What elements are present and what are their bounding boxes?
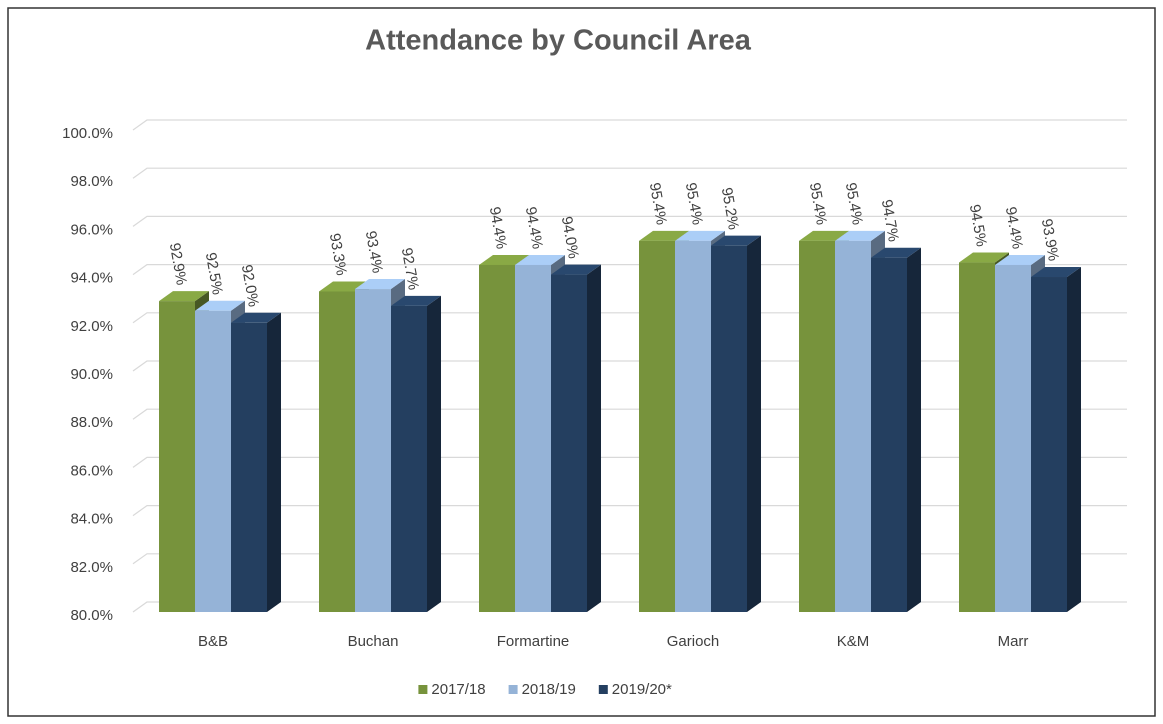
y-tick-label: 84.0% bbox=[70, 511, 113, 528]
grid-line bbox=[132, 215, 1127, 227]
y-tick-label: 98.0% bbox=[70, 173, 113, 190]
bar-top bbox=[159, 291, 209, 302]
bar-top bbox=[1031, 267, 1081, 278]
y-tick-label: 94.0% bbox=[70, 270, 113, 287]
bar bbox=[355, 289, 391, 612]
bar bbox=[195, 310, 231, 612]
bar-top bbox=[799, 230, 849, 241]
bar bbox=[515, 264, 551, 612]
bar bbox=[1031, 277, 1067, 612]
bar-top bbox=[675, 230, 725, 241]
y-tick-label: 90.0% bbox=[70, 366, 113, 383]
bar-side bbox=[427, 295, 441, 612]
bar-top bbox=[355, 279, 405, 290]
x-tick-label: K&M bbox=[837, 633, 870, 650]
bar bbox=[871, 257, 907, 612]
bar bbox=[799, 240, 835, 613]
bar-side bbox=[1067, 267, 1081, 612]
bar bbox=[959, 262, 995, 612]
bar-side bbox=[747, 235, 761, 612]
legend-swatch bbox=[418, 685, 428, 694]
bar bbox=[319, 291, 355, 612]
bar bbox=[835, 240, 871, 613]
y-tick-label: 80.0% bbox=[70, 607, 113, 624]
bar bbox=[995, 264, 1031, 612]
y-tick-label: 92.0% bbox=[70, 318, 113, 335]
y-tick-label: 96.0% bbox=[70, 221, 113, 238]
x-tick-label: Garioch bbox=[667, 633, 720, 650]
bar bbox=[551, 274, 587, 612]
y-tick-label: 100.0% bbox=[62, 125, 113, 142]
x-tick-label: Buchan bbox=[348, 633, 399, 650]
bar-top bbox=[515, 254, 565, 265]
chart-title: Attendance by Council Area bbox=[365, 25, 752, 57]
legend-label: 2018/19 bbox=[522, 681, 576, 698]
bar-top bbox=[639, 230, 689, 241]
bar-top bbox=[195, 300, 245, 311]
bar-top bbox=[479, 254, 529, 265]
bar-top bbox=[231, 312, 281, 323]
grid-line bbox=[132, 167, 1127, 179]
bar bbox=[675, 240, 711, 613]
y-tick-label: 86.0% bbox=[70, 462, 113, 479]
x-tick-label: Formartine bbox=[497, 633, 570, 650]
legend-swatch bbox=[598, 685, 608, 694]
bar-top bbox=[995, 254, 1045, 265]
x-tick-label: Marr bbox=[998, 633, 1029, 650]
bar bbox=[231, 322, 267, 612]
legend-label: 2019/20* bbox=[612, 681, 672, 698]
bar-top bbox=[871, 247, 921, 258]
legend-label: 2017/18 bbox=[431, 681, 485, 698]
bar bbox=[479, 264, 515, 612]
bar-top bbox=[959, 252, 1009, 263]
bar-top bbox=[835, 230, 885, 241]
bar bbox=[711, 245, 747, 612]
grid-line bbox=[132, 119, 1127, 131]
bar-side bbox=[907, 247, 921, 613]
x-tick-label: B&B bbox=[198, 633, 228, 650]
bar bbox=[159, 301, 195, 612]
bar-side bbox=[267, 312, 281, 612]
legend-swatch bbox=[508, 685, 518, 694]
bar-side bbox=[587, 264, 601, 612]
bar bbox=[391, 305, 427, 612]
bar-top bbox=[391, 295, 441, 306]
y-tick-label: 88.0% bbox=[70, 414, 113, 431]
bar bbox=[639, 240, 675, 613]
bar-top bbox=[711, 235, 761, 246]
y-tick-label: 82.0% bbox=[70, 559, 113, 576]
bar-top bbox=[551, 264, 601, 275]
